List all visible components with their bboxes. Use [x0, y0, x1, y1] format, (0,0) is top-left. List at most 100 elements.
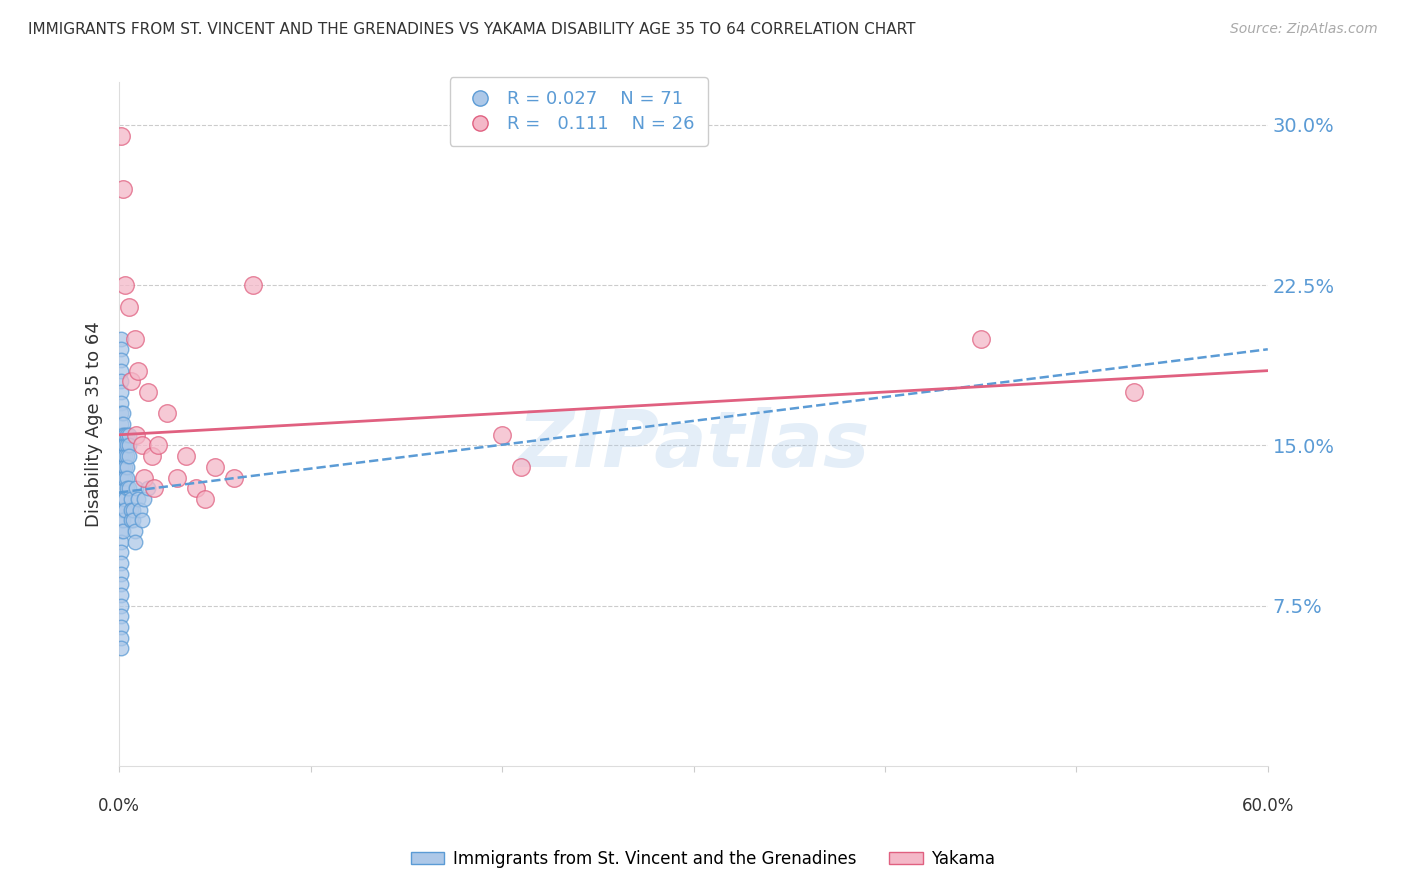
Point — [110, 609, 132, 624]
Point — [110, 364, 132, 378]
Point — [118, 300, 141, 314]
Point — [491, 427, 513, 442]
Point — [110, 481, 132, 495]
Point — [136, 384, 159, 399]
Point — [142, 481, 165, 495]
Point — [131, 513, 153, 527]
Point — [129, 502, 152, 516]
Point — [1122, 384, 1144, 399]
Point — [110, 534, 132, 549]
Point — [112, 427, 135, 442]
Point — [121, 513, 143, 527]
Point — [110, 545, 132, 559]
Point — [166, 470, 188, 484]
Point — [110, 459, 132, 474]
Point — [174, 449, 197, 463]
Point — [110, 556, 132, 570]
Point — [110, 513, 132, 527]
Point — [110, 427, 132, 442]
Point — [204, 459, 226, 474]
Point — [110, 375, 132, 389]
Point — [118, 427, 141, 442]
Point — [112, 459, 135, 474]
Point — [110, 524, 132, 538]
Point — [141, 449, 163, 463]
Point — [194, 491, 217, 506]
Point — [124, 524, 146, 538]
Point — [242, 278, 264, 293]
Text: Source: ZipAtlas.com: Source: ZipAtlas.com — [1230, 22, 1378, 37]
Point — [114, 491, 136, 506]
Point — [110, 128, 132, 143]
Point — [136, 481, 159, 495]
Point — [110, 332, 132, 346]
Point — [184, 481, 207, 495]
Point — [110, 631, 132, 645]
Point — [120, 502, 142, 516]
Point — [112, 502, 135, 516]
Point — [114, 502, 136, 516]
Point — [125, 481, 148, 495]
Y-axis label: Disability Age 35 to 64: Disability Age 35 to 64 — [86, 321, 103, 527]
Point — [224, 470, 246, 484]
Point — [110, 588, 132, 602]
Point — [114, 278, 136, 293]
Point — [112, 406, 135, 420]
Point — [110, 577, 132, 591]
Point — [112, 182, 135, 196]
Point — [118, 481, 141, 495]
Point — [134, 470, 156, 484]
Point — [110, 449, 132, 463]
Point — [115, 470, 138, 484]
Point — [118, 438, 141, 452]
Point — [156, 406, 179, 420]
Point — [114, 449, 136, 463]
Point — [110, 384, 132, 399]
Point — [120, 375, 142, 389]
Point — [146, 438, 169, 452]
Point — [110, 438, 132, 452]
Point — [121, 502, 143, 516]
Point — [112, 491, 135, 506]
Point — [120, 513, 142, 527]
Point — [114, 427, 136, 442]
Point — [110, 406, 132, 420]
Point — [110, 599, 132, 613]
Point — [110, 353, 132, 368]
Point — [127, 364, 149, 378]
Legend: Immigrants from St. Vincent and the Grenadines, Yakama: Immigrants from St. Vincent and the Gren… — [405, 844, 1001, 875]
Point — [127, 491, 149, 506]
Point — [110, 470, 132, 484]
Point — [110, 395, 132, 409]
Text: 60.0%: 60.0% — [1241, 797, 1294, 814]
Point — [112, 438, 135, 452]
Point — [115, 449, 138, 463]
Point — [110, 620, 132, 634]
Point — [112, 524, 135, 538]
Point — [112, 417, 135, 431]
Point — [118, 449, 141, 463]
Point — [112, 449, 135, 463]
Point — [510, 459, 533, 474]
Point — [115, 427, 138, 442]
Point — [110, 566, 132, 581]
Point — [112, 470, 135, 484]
Point — [124, 534, 146, 549]
Text: ZIPatlas: ZIPatlas — [517, 407, 870, 483]
Point — [115, 438, 138, 452]
Point — [115, 459, 138, 474]
Text: 0.0%: 0.0% — [98, 797, 141, 814]
Point — [120, 491, 142, 506]
Point — [110, 641, 132, 656]
Point — [112, 513, 135, 527]
Point — [114, 459, 136, 474]
Point — [115, 481, 138, 495]
Point — [110, 343, 132, 357]
Point — [110, 491, 132, 506]
Point — [125, 427, 148, 442]
Point — [131, 438, 153, 452]
Text: IMMIGRANTS FROM ST. VINCENT AND THE GRENADINES VS YAKAMA DISABILITY AGE 35 TO 64: IMMIGRANTS FROM ST. VINCENT AND THE GREN… — [28, 22, 915, 37]
Point — [110, 502, 132, 516]
Point — [124, 332, 146, 346]
Legend: R = 0.027    N = 71, R =   0.111    N = 26: R = 0.027 N = 71, R = 0.111 N = 26 — [450, 78, 707, 146]
